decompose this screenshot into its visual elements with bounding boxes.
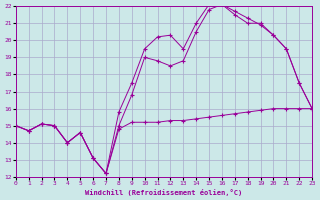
X-axis label: Windchill (Refroidissement éolien,°C): Windchill (Refroidissement éolien,°C) [85,189,243,196]
